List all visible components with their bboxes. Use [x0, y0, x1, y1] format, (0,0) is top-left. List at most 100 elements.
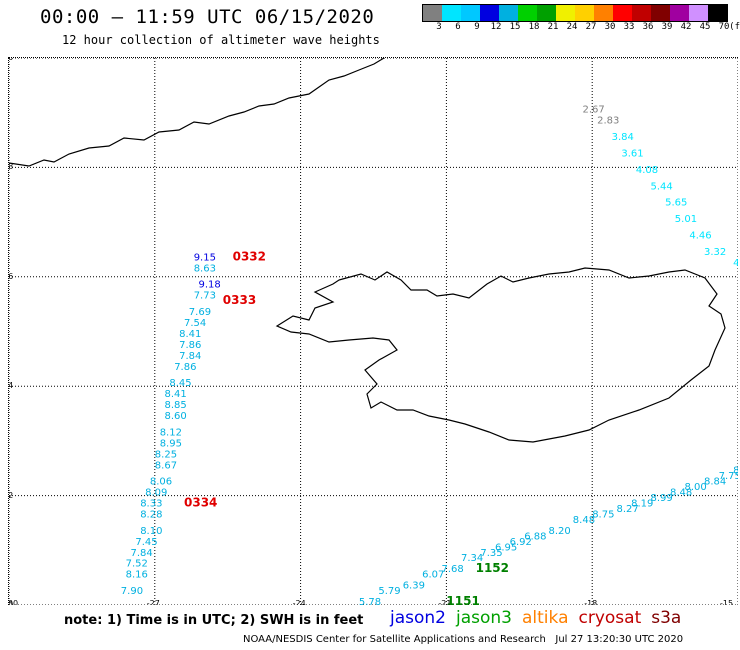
swh-value-label: 8.41 — [165, 389, 187, 400]
swh-value-label: 8.12 — [160, 427, 182, 438]
swh-value-label: 8.31 — [733, 466, 738, 477]
swh-value-label: 7.54 — [184, 318, 206, 329]
swh-value-label: 8.45 — [169, 378, 191, 389]
swh-value-label: 7.84 — [179, 351, 201, 362]
latitude-label: 66 — [8, 271, 14, 281]
satellite-legend: jason2 jason3 altika cryosat s3a — [390, 608, 691, 628]
swh-value-label: 8.27 — [617, 504, 639, 515]
satellite-legend-jason2: jason2 — [390, 608, 446, 628]
color-scale-bar — [422, 4, 728, 22]
color-swatch-14 — [689, 5, 708, 21]
page-title: 00:00 – 11:59 UTC 06/15/2020 — [40, 6, 375, 28]
footer-credit: NOAA/NESDIS Center for Satellite Applica… — [243, 634, 684, 645]
track-time-label: 1152 — [476, 561, 509, 575]
swh-value-label: 7.52 — [126, 559, 148, 570]
color-scale-label: 6 — [455, 22, 461, 32]
swh-value-label: 7.35 — [480, 548, 502, 559]
swh-value-label: 8.33 — [140, 499, 162, 510]
swh-value-label: 5.01 — [675, 214, 697, 225]
swh-value-label: 5.65 — [665, 198, 687, 209]
color-scale-label: 24 — [566, 22, 578, 32]
color-scale-label: 3 — [436, 22, 442, 32]
swh-value-label: 8.85 — [165, 400, 187, 411]
color-swatch-8 — [575, 5, 594, 21]
altimeter-tracks: 9.158.639.187.737.697.548.417.867.847.86… — [121, 105, 738, 605]
color-scale-unit: (ft) — [729, 22, 740, 32]
color-scale-label: 39 — [661, 22, 673, 32]
swh-value-label: 4.08 — [636, 165, 658, 176]
swh-value-label: 7.86 — [179, 340, 201, 351]
color-swatch-1 — [442, 5, 461, 21]
swh-value-label: 7.45 — [135, 537, 157, 548]
swh-value-label: 2.67 — [583, 105, 605, 116]
swh-value-label: 5.44 — [651, 181, 673, 192]
longitude-label: -21 — [438, 599, 452, 605]
swh-value-label: 6.95 — [495, 542, 517, 553]
swh-value-label: 8.75 — [592, 510, 614, 521]
swh-value-label: 6.07 — [422, 570, 444, 581]
color-swatch-6 — [537, 5, 556, 21]
swh-value-label: 4.7 — [733, 258, 738, 269]
swh-value-label: 9.18 — [199, 280, 221, 291]
swh-value-label: 7.84 — [131, 548, 153, 559]
map-canvas: 9.158.639.187.737.697.548.417.867.847.86… — [9, 58, 738, 605]
color-swatch-13 — [670, 5, 689, 21]
swh-value-label: 8.28 — [140, 510, 162, 521]
track-time-label: 0332 — [233, 249, 266, 263]
color-scale-label: 15 — [509, 22, 521, 32]
longitude-label: -18 — [584, 599, 598, 605]
latitude-label: 62 — [8, 490, 14, 500]
swh-value-label: 6.88 — [524, 531, 546, 542]
swh-value-label: 7.75 — [719, 471, 738, 482]
swh-value-label: 8.09 — [145, 488, 167, 499]
iceland-coastline — [275, 267, 726, 443]
swh-value-label: 8.67 — [155, 460, 177, 471]
swh-value-label: 8.16 — [126, 570, 148, 581]
latitude-label: 64 — [8, 381, 14, 391]
swh-value-label: 3.32 — [704, 247, 726, 258]
color-swatch-12 — [651, 5, 670, 21]
coastline — [9, 58, 726, 443]
swh-value-label: 7.90 — [121, 586, 143, 597]
color-scale-label: 36 — [642, 22, 654, 32]
satellite-legend-altika: altika — [522, 608, 569, 628]
color-scale-label: 18 — [528, 22, 540, 32]
satellite-legend-s3a: s3a — [651, 608, 682, 628]
color-swatch-15 — [708, 5, 727, 21]
color-swatch-10 — [613, 5, 632, 21]
greenland-coastline — [9, 58, 385, 167]
color-scale-label: 12 — [490, 22, 502, 32]
longitude-label: -27 — [146, 599, 160, 605]
color-scale-label: 27 — [585, 22, 597, 32]
swh-value-label: 8.00 — [685, 482, 707, 493]
color-swatch-2 — [461, 5, 480, 21]
color-scale-label: 70 — [718, 22, 730, 32]
color-swatch-9 — [594, 5, 613, 21]
track-time-label: 1151 — [446, 594, 479, 605]
swh-value-label: 7.86 — [174, 362, 196, 373]
swh-value-label: 8.06 — [150, 477, 172, 488]
swh-value-label: 6.92 — [510, 537, 532, 548]
color-swatch-7 — [556, 5, 575, 21]
swh-value-label: 8.19 — [631, 499, 653, 510]
color-swatch-11 — [632, 5, 651, 21]
color-scale-label: 9 — [474, 22, 480, 32]
swh-value-label: 9.15 — [194, 252, 216, 263]
color-swatch-5 — [518, 5, 537, 21]
latitude-label: 70 — [8, 57, 14, 62]
swh-value-label: 3.84 — [612, 132, 634, 143]
satellite-legend-jason3: jason3 — [456, 608, 512, 628]
swh-value-label: 2.83 — [597, 116, 619, 127]
color-scale-label: 45 — [699, 22, 711, 32]
swh-value-label: 8.99 — [651, 493, 673, 504]
swh-value-label: 8.10 — [140, 526, 162, 537]
color-swatch-3 — [480, 5, 499, 21]
swh-value-label: 8.60 — [165, 411, 187, 422]
color-scale-label: 30 — [604, 22, 616, 32]
color-scale-label: 21 — [547, 22, 559, 32]
color-swatch-4 — [499, 5, 518, 21]
color-swatch-0 — [423, 5, 442, 21]
note-text: note: 1) Time is in UTC; 2) SWH is in fe… — [64, 613, 364, 628]
swh-value-label: 4.46 — [689, 231, 711, 242]
